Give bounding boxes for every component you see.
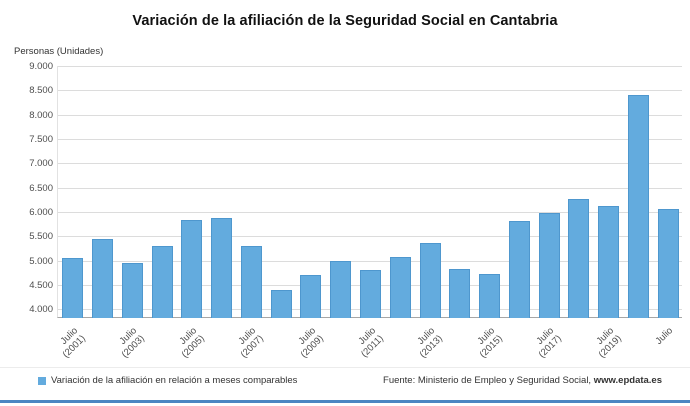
legend: Variación de la afiliación en relación a… (38, 375, 297, 386)
y-tick-label: 6.000 (29, 206, 53, 218)
chart-bar (538, 212, 560, 318)
gridline (58, 187, 682, 189)
chart-title: Variación de la afiliación de la Segurid… (132, 13, 558, 29)
gridline (58, 236, 682, 238)
gridline (58, 260, 682, 262)
chart-bar (240, 246, 262, 318)
chart-bar (449, 268, 471, 318)
chart-bar (62, 258, 84, 318)
chart-bar (300, 275, 322, 318)
chart-bar (627, 94, 649, 318)
gridline (58, 211, 682, 213)
chart-bar (330, 260, 352, 318)
y-tick-label: 4.000 (29, 304, 53, 316)
source-site: www.epdata.es (593, 375, 662, 386)
y-axis-unit-label: Personas (Unidades) (14, 46, 104, 57)
chart-footer: Variación de la afiliación en relación a… (0, 367, 690, 386)
chart-bar (270, 289, 292, 318)
y-tick-label: 8.500 (29, 85, 53, 97)
gridline (58, 163, 682, 165)
chart-bar (598, 205, 620, 318)
chart-bar (211, 218, 233, 318)
legend-swatch (38, 376, 46, 385)
chart-bar (181, 219, 203, 318)
chart-bar (360, 269, 381, 318)
gridline (58, 90, 682, 92)
bottom-accent-line (0, 400, 690, 403)
chart-bar (121, 263, 143, 318)
chart-bar (657, 209, 679, 318)
y-tick-label: 6.500 (29, 182, 53, 194)
plot-area: 9.000 8.500 8.000 7.500 7.000 6.500 6.000 5.500… (29, 61, 682, 360)
chart-bar (419, 242, 441, 318)
source-prefix: Fuente: Ministerio de Empleo y Seguridad… (383, 375, 594, 386)
chart-bar (568, 198, 590, 318)
y-tick-label: 5.500 (29, 231, 53, 243)
gridline (58, 138, 682, 140)
y-tick-label: 4.500 (29, 279, 53, 291)
legend-label: Variación de la afiliación en relación a… (51, 375, 298, 386)
chart-bar (389, 256, 411, 318)
y-tick-label: 7.500 (29, 133, 53, 145)
chart-bar (151, 246, 173, 318)
gridline (58, 114, 682, 116)
y-tick-label: 7.000 (29, 158, 53, 170)
chart-bar (92, 239, 114, 318)
y-tick-label: 9.000 (29, 61, 53, 72)
chart-bar (508, 220, 530, 318)
y-tick-label: 8.000 (29, 109, 53, 121)
y-tick-label: 5.000 (29, 255, 53, 267)
chart-bar (479, 274, 501, 318)
source-text: Fuente: Ministerio de Empleo y Seguridad… (383, 375, 662, 386)
gridline (58, 66, 682, 67)
